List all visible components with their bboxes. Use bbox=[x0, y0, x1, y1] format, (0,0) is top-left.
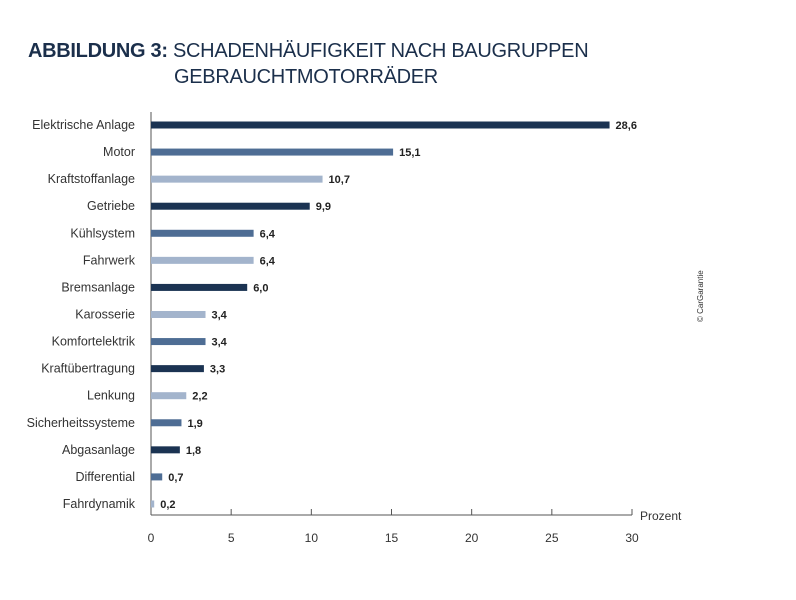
bar-value-label: 0,2 bbox=[160, 499, 175, 511]
category-label: Fahrdynamik bbox=[63, 497, 136, 511]
x-tick-label: 15 bbox=[385, 531, 399, 545]
category-label: Differential bbox=[75, 470, 135, 484]
bar bbox=[151, 338, 206, 346]
category-label: Fahrwerk bbox=[83, 253, 136, 267]
bar-value-label: 6,4 bbox=[260, 228, 276, 240]
title-line-1: SCHADENHÄUFIGKEIT NACH BAUGRUPPEN bbox=[173, 40, 589, 62]
bar bbox=[151, 446, 180, 454]
category-label: Komfortelektrik bbox=[52, 335, 136, 349]
category-label: Kraftübertragung bbox=[41, 362, 135, 376]
bar bbox=[151, 365, 204, 373]
bar-value-label: 3,3 bbox=[210, 364, 225, 376]
category-label: Sicherheitssysteme bbox=[27, 416, 135, 430]
bar-value-label: 9,9 bbox=[316, 201, 331, 213]
bar-value-label: 15,1 bbox=[399, 147, 420, 159]
bar bbox=[151, 256, 254, 264]
bar bbox=[151, 202, 310, 210]
bar-value-label: 6,4 bbox=[260, 255, 276, 267]
x-tick-label: 10 bbox=[305, 531, 319, 545]
bar-value-label: 10,7 bbox=[329, 174, 350, 186]
bar-value-label: 2,2 bbox=[192, 391, 207, 403]
copyright-note: © CarGarantie bbox=[696, 270, 705, 322]
bar bbox=[151, 419, 182, 427]
bar bbox=[151, 392, 187, 400]
category-label: Bremsanlage bbox=[61, 280, 135, 294]
bar-value-label: 1,8 bbox=[186, 445, 201, 457]
bar bbox=[151, 310, 206, 318]
bar bbox=[151, 283, 248, 291]
category-label: Kühlsystem bbox=[70, 226, 135, 240]
category-label: Lenkung bbox=[87, 389, 135, 403]
bar bbox=[151, 473, 163, 481]
bar-value-label: 1,9 bbox=[187, 418, 202, 430]
x-tick-label: 20 bbox=[465, 531, 479, 545]
bar bbox=[151, 121, 610, 129]
category-label: Kraftstoffanlage bbox=[48, 172, 135, 186]
x-tick-label: 30 bbox=[625, 531, 639, 545]
bar-value-label: 3,4 bbox=[212, 309, 228, 321]
category-label: Elektrische Anlage bbox=[32, 118, 135, 132]
bar bbox=[151, 175, 323, 183]
x-tick-label: 0 bbox=[148, 531, 155, 545]
x-axis-label: Prozent bbox=[640, 509, 682, 523]
x-tick-label: 5 bbox=[228, 531, 235, 545]
bar-value-label: 0,7 bbox=[168, 472, 183, 484]
title-line-2: GEBRAUCHTMOTORRÄDER bbox=[174, 66, 438, 88]
bar-value-label: 28,6 bbox=[616, 120, 637, 132]
category-label: Abgasanlage bbox=[62, 443, 135, 457]
category-label: Karosserie bbox=[75, 307, 135, 321]
category-label: Motor bbox=[103, 145, 135, 159]
bar-value-label: 6,0 bbox=[253, 282, 268, 294]
title-prefix: ABBILDUNG 3: bbox=[28, 40, 168, 62]
bar-value-label: 3,4 bbox=[212, 337, 228, 349]
chart-title: ABBILDUNG 3: SCHADENHÄUFIGKEIT NACH BAUG… bbox=[28, 38, 589, 88]
bar bbox=[151, 229, 254, 237]
bar bbox=[151, 500, 155, 508]
category-label: Getriebe bbox=[87, 199, 135, 213]
bar bbox=[151, 148, 394, 156]
x-tick-label: 25 bbox=[545, 531, 559, 545]
